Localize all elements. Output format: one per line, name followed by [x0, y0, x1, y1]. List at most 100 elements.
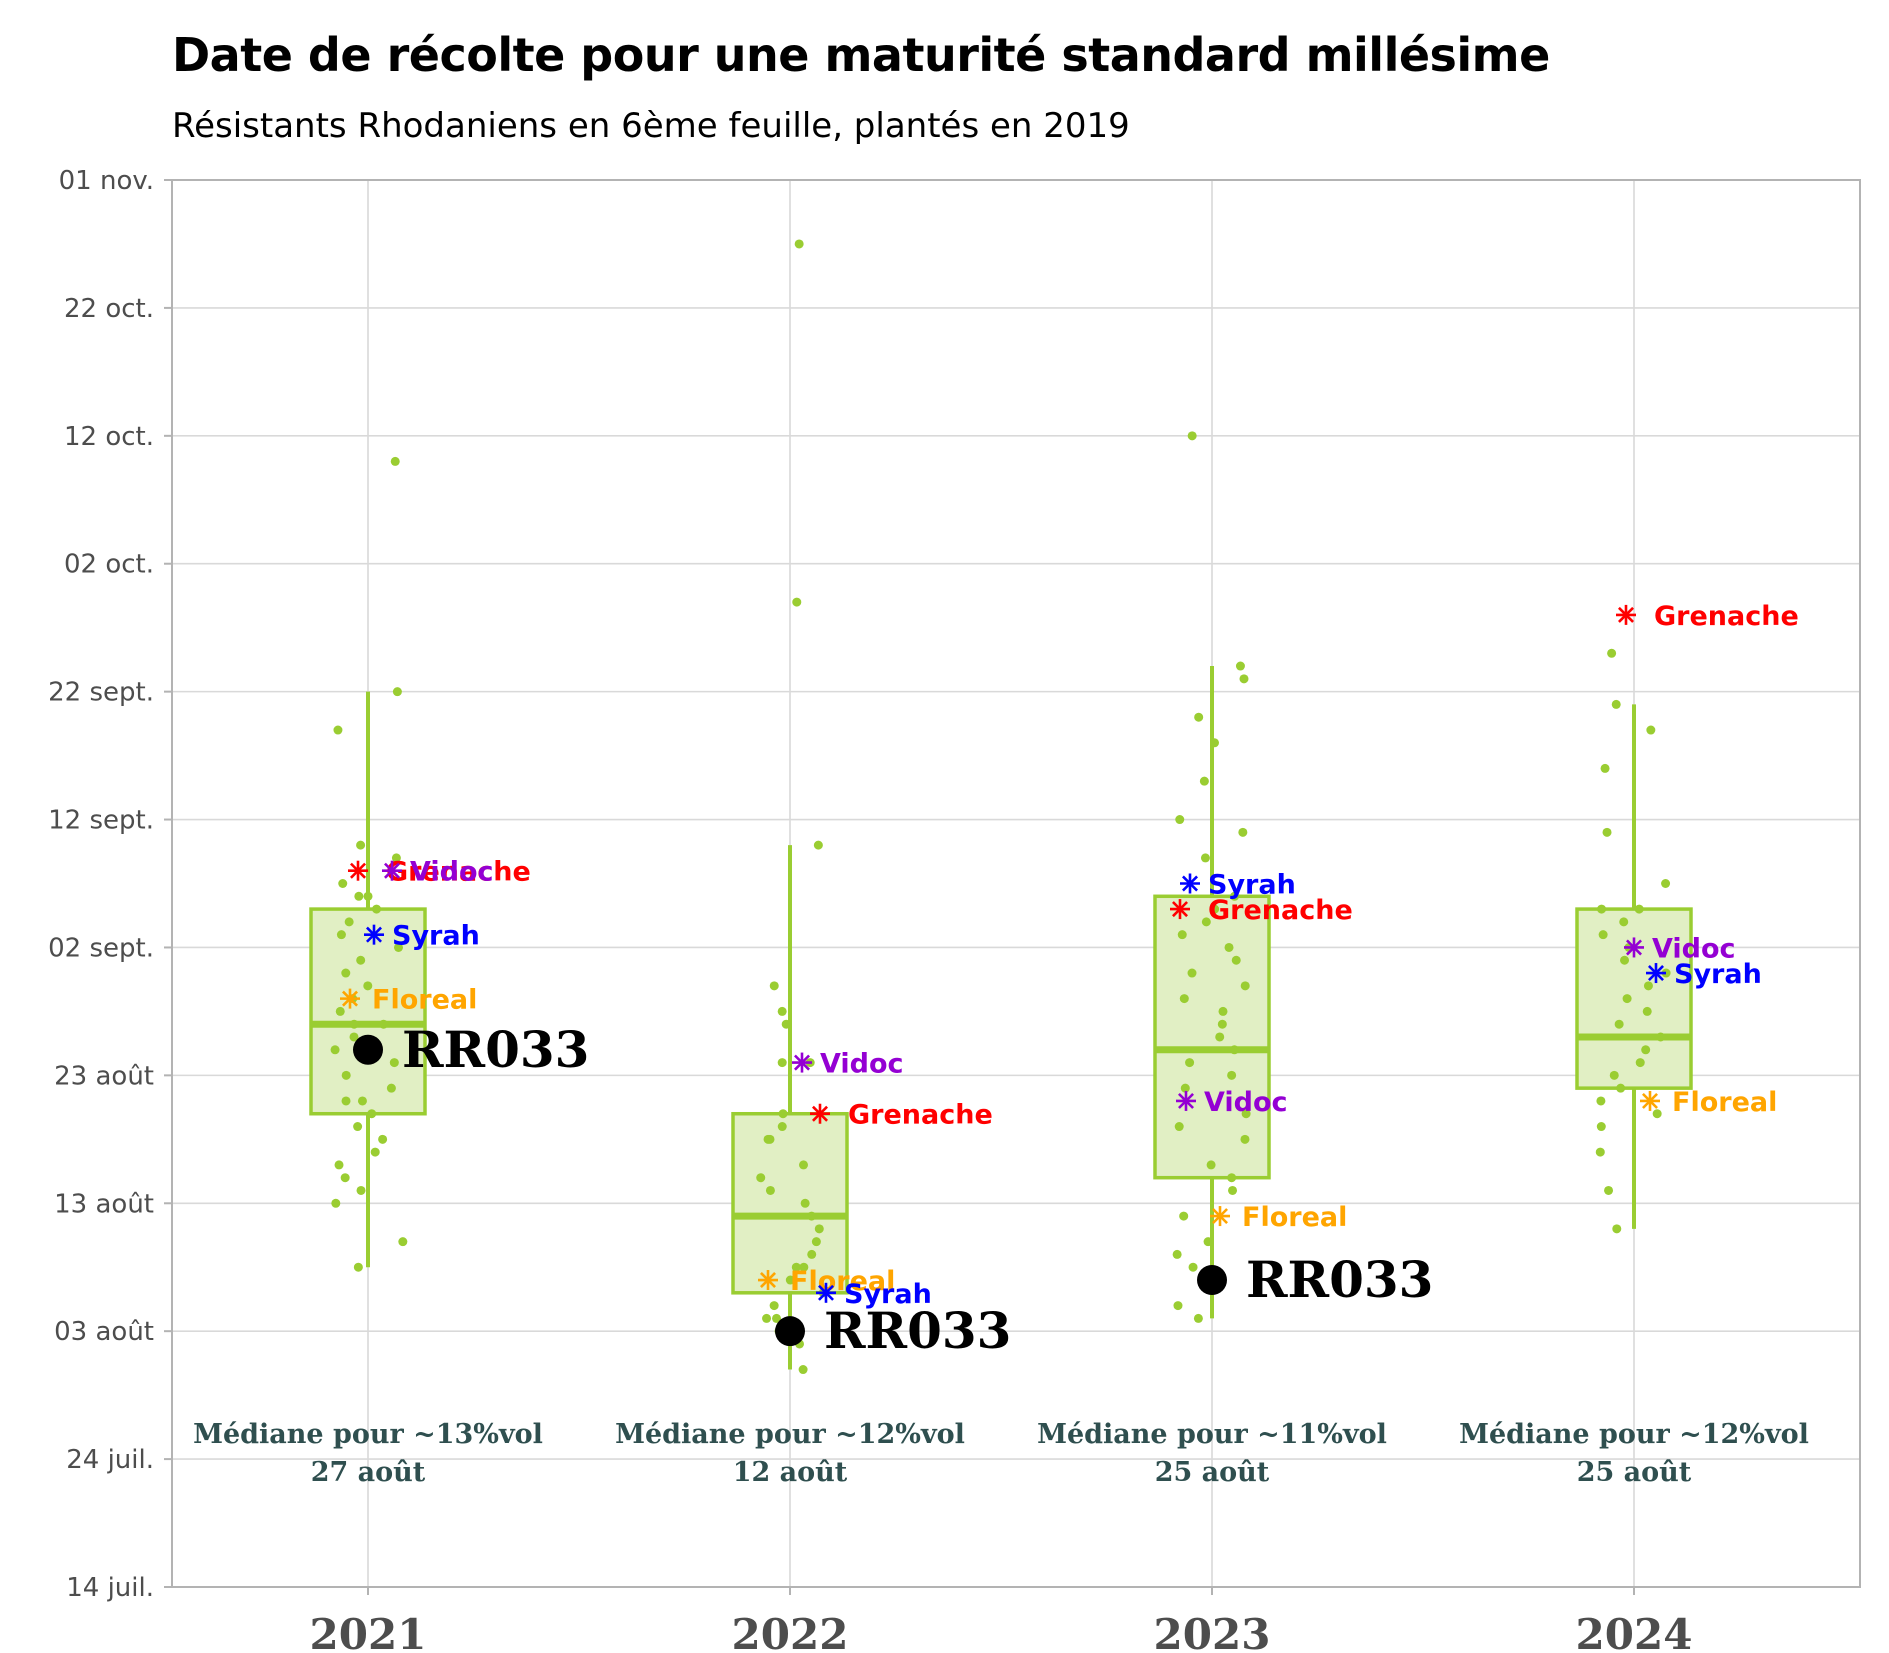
asterisk-stroke [1648, 965, 1664, 982]
data-point [1646, 725, 1656, 735]
variety-layer: GrenacheVidocSyrahFlorealVidocGrenacheFl… [340, 601, 1799, 1310]
data-point [363, 891, 373, 901]
rr033-point [775, 1316, 805, 1347]
rr033-layer: RR033 RR033 RR033 [353, 1020, 1433, 1360]
data-point [333, 725, 343, 735]
data-point [1179, 994, 1189, 1004]
data-point [1218, 1006, 1228, 1016]
data-point [349, 1032, 359, 1042]
asterisk-stroke [1618, 606, 1634, 623]
median-note-line2: 25 août [1155, 1457, 1270, 1488]
variety-label: Floreal [372, 985, 477, 1016]
data-point [1609, 1070, 1619, 1080]
data-point [1180, 1083, 1190, 1093]
data-point [336, 930, 346, 940]
point-layer [330, 239, 1671, 1375]
data-point [772, 1313, 782, 1323]
box-iqr [1153, 894, 1271, 1180]
data-point [1177, 930, 1187, 940]
variety-marker-floreal [1640, 1090, 1660, 1111]
data-point [1611, 699, 1621, 709]
asterisk-stroke [366, 926, 382, 943]
variety-label: Vidoc [1204, 1087, 1288, 1118]
data-point [800, 1198, 810, 1208]
data-point [340, 1173, 350, 1183]
data-point [1619, 917, 1629, 927]
variety-marker-floreal [758, 1270, 778, 1291]
data-point [769, 1301, 779, 1311]
data-point [392, 687, 402, 697]
data-point [1600, 763, 1610, 773]
rr033-label: RR033 [1246, 1250, 1433, 1309]
y-tick-label: 14 juil. [66, 1573, 154, 1603]
variety-label: Syrah [1674, 959, 1762, 990]
data-point [785, 1275, 795, 1285]
data-point [778, 1109, 788, 1119]
asterisk-stroke [1212, 1208, 1228, 1225]
data-point [807, 1211, 817, 1221]
asterisk-stroke [794, 1054, 810, 1071]
y-tick-label: 03 août [54, 1317, 154, 1347]
data-point [1210, 904, 1220, 914]
variety-label: Vidoc [820, 1049, 904, 1080]
data-point [1614, 1019, 1624, 1029]
data-point [353, 1262, 363, 1272]
data-point [386, 1083, 396, 1093]
variety-label: Grenache [386, 857, 531, 888]
data-point [1239, 674, 1249, 684]
data-point [1172, 1249, 1182, 1259]
data-point [341, 968, 351, 978]
data-point [1230, 891, 1240, 901]
data-point [756, 1173, 766, 1183]
variety-label: Syrah [392, 921, 480, 952]
data-point [1199, 776, 1209, 786]
asterisk-stroke [760, 1272, 776, 1289]
box-layer [309, 666, 1693, 1370]
data-point [1228, 1185, 1238, 1195]
data-point [1200, 853, 1210, 863]
x-tick-label: 2021 [310, 1610, 427, 1653]
data-point [356, 840, 366, 850]
data-point [1224, 942, 1234, 952]
plot-panel-border [171, 179, 1861, 1588]
data-point [353, 1122, 363, 1132]
x-tick-label: 2023 [1154, 1610, 1271, 1653]
variety-label: Floreal [1242, 1202, 1347, 1233]
data-point [1194, 712, 1204, 722]
y-tick-label: 23 août [54, 1061, 154, 1091]
data-point [338, 879, 348, 888]
data-point [1240, 981, 1250, 991]
data-point [1229, 1045, 1239, 1055]
variety-marker-vidoc [792, 1052, 812, 1073]
data-point [769, 981, 779, 991]
data-point [1661, 879, 1671, 888]
variety-label: Syrah [1208, 870, 1296, 901]
variety-marker-syrah [1646, 963, 1666, 984]
data-point [370, 1147, 380, 1157]
box-iqr [309, 907, 427, 1116]
data-point [1602, 827, 1612, 837]
median-note-line1: Médiane pour ~13%vol [193, 1419, 543, 1450]
data-point [1187, 431, 1197, 441]
variety-marker-vidoc [1176, 1090, 1196, 1111]
variety-label: Vidoc [1652, 933, 1736, 964]
data-point [814, 1224, 824, 1234]
data-point [344, 917, 354, 927]
data-point [1210, 738, 1220, 748]
data-point [334, 1160, 344, 1170]
data-point [379, 1019, 389, 1029]
data-point [357, 1096, 367, 1106]
data-point [341, 1096, 351, 1106]
data-point [781, 1019, 791, 1029]
data-point [1642, 1006, 1652, 1016]
variety-label: Vidoc [410, 857, 494, 888]
data-point [1201, 917, 1211, 927]
variety-marker-grenache [1170, 899, 1190, 920]
median-note-line2: 27 août [311, 1457, 426, 1488]
asterisk-stroke [1642, 1092, 1658, 1109]
data-point [390, 456, 400, 466]
y-tick-label: 02 sept. [48, 933, 154, 963]
data-point [1241, 1109, 1251, 1119]
data-point [1598, 930, 1608, 940]
variety-label: Floreal [1672, 1087, 1777, 1118]
